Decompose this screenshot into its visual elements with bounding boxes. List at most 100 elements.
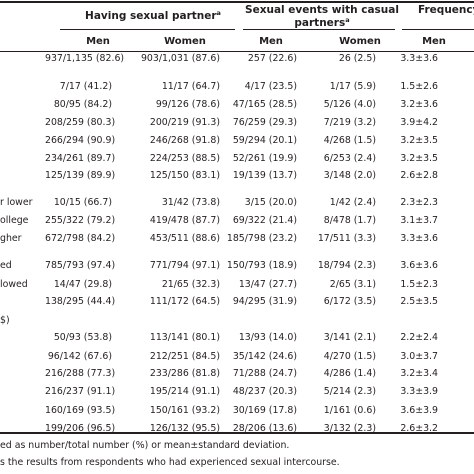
cell-casual-men: 185/798 (23.2) [226,233,297,244]
cell-frequency-men: 2.6±2.8 [400,170,438,181]
cell-frequency-men: 3.2±3.6 [400,99,438,110]
cell-having-women: 903/1,031 (87.6) [140,53,220,64]
cell-casual-women: 3/132 (2.3) [323,423,376,434]
row-label: ollege [0,215,29,226]
cell-casual-women: 1/161 (0.6) [323,405,376,416]
header-frequency: Frequency of [418,4,474,17]
footnote-1: ed as number/total number (%) or mean±st… [0,440,290,451]
cell-casual-women: 3/148 (2.0) [323,170,376,181]
cell-casual-women: 18/794 (2.3) [317,260,376,271]
cell-casual-men: 35/142 (24.6) [232,351,297,362]
cell-having-women: 246/268 (91.8) [149,135,220,146]
row-label: $) [0,315,10,326]
cell-having-men: 138/295 (44.4) [45,296,116,307]
header-casual-line2: partnersa [242,17,402,30]
cell-casual-women: 1/42 (2.4) [329,197,376,208]
cell-having-men: 80/95 (84.2) [53,99,112,110]
cell-frequency-men: 1.5±2.6 [400,81,438,92]
cell-having-men: 937/1,135 (82.6) [45,53,125,64]
row-label: gher [0,233,22,244]
cell-having-men: 50/93 (53.8) [53,332,112,343]
header-having-partner: Having sexual partnera [58,10,248,23]
cell-frequency-men: 3.6±3.9 [400,405,438,416]
cell-casual-men: 71/288 (24.7) [232,368,297,379]
cell-having-women: 224/253 (88.5) [149,153,220,164]
cell-frequency-men: 3.3±3.6 [400,233,438,244]
cell-having-men: 208/259 (80.3) [45,117,116,128]
cell-having-women: 126/132 (95.5) [149,423,220,434]
cell-casual-women: 5/126 (4.0) [323,99,376,110]
table-bottom-rule [0,432,474,434]
cell-having-men: 255/322 (79.2) [45,215,116,226]
header-casual-line2-text: partners [294,17,346,29]
cell-frequency-men: 3.2±3.5 [400,153,438,164]
cell-casual-men: 19/139 (13.7) [232,170,297,181]
cell-having-men: 216/237 (91.1) [45,386,116,397]
cell-frequency-men: 3.1±3.7 [400,215,438,226]
subheader-men-2: Men [259,36,283,47]
cell-casual-women: 4/268 (1.5) [323,135,376,146]
cell-casual-men: 28/206 (13.6) [232,423,297,434]
cell-having-women: 419/478 (87.7) [149,215,220,226]
cell-casual-women: 4/286 (1.4) [323,368,376,379]
cell-casual-women: 2/65 (3.1) [329,279,376,290]
cell-having-women: 99/126 (78.6) [155,99,220,110]
header-frequency-text: Frequency of [418,4,474,16]
cell-frequency-men: 3.3±3.9 [400,386,438,397]
cell-having-men: 160/169 (93.5) [45,405,116,416]
cell-casual-women: 8/478 (1.7) [323,215,376,226]
cell-casual-women: 6/253 (2.4) [323,153,376,164]
cell-frequency-men: 3.2±3.5 [400,135,438,146]
cell-casual-men: 52/261 (19.9) [232,153,297,164]
cell-casual-women: 7/219 (3.2) [323,117,376,128]
cell-casual-men: 13/93 (14.0) [238,332,297,343]
cell-frequency-men: 1.5±2.3 [400,279,438,290]
row-label: r lower [0,197,33,208]
cell-casual-women: 3/141 (2.1) [323,332,376,343]
cell-having-women: 113/141 (80.1) [149,332,220,343]
cell-casual-men: 48/237 (20.3) [232,386,297,397]
cell-casual-women: 5/214 (2.3) [323,386,376,397]
group-rule-casual [243,29,395,30]
cell-having-men: 14/47 (29.8) [53,279,112,290]
header-bottom-rule [0,51,474,52]
subheader-men-3: Men [422,36,446,47]
row-label: ed [0,260,12,271]
cell-casual-men: 4/17 (23.5) [244,81,297,92]
cell-casual-women: 1/17 (5.9) [329,81,376,92]
cell-having-men: 10/15 (66.7) [53,197,112,208]
cell-having-men: 199/206 (96.5) [45,423,116,434]
cell-casual-women: 6/172 (3.5) [323,296,376,307]
cell-having-men: 266/294 (90.9) [45,135,116,146]
cell-having-men: 785/793 (97.4) [45,260,116,271]
cell-casual-men: 69/322 (21.4) [232,215,297,226]
cell-casual-men: 59/294 (20.1) [232,135,297,146]
subheader-men-1: Men [86,36,110,47]
cell-casual-men: 30/169 (17.8) [232,405,297,416]
cell-casual-men: 13/47 (27.7) [238,279,297,290]
header-casual-line1: Sexual events with casual [245,4,399,16]
group-rule-frequency [402,29,474,30]
cell-having-women: 11/17 (64.7) [161,81,220,92]
row-label: lowed [0,279,28,290]
cell-frequency-men: 2.3±2.3 [400,197,438,208]
cell-frequency-men: 3.6±3.6 [400,260,438,271]
cell-having-women: 195/214 (91.1) [149,386,220,397]
cell-frequency-men: 3.0±3.7 [400,351,438,362]
cell-having-men: 125/139 (89.9) [45,170,116,181]
cell-having-women: 233/286 (81.8) [149,368,220,379]
footnote-2: s the results from respondents who had e… [0,457,340,468]
group-rule-having-partner [60,29,235,30]
cell-casual-women: 4/270 (1.5) [323,351,376,362]
cell-frequency-men: 3.9±4.2 [400,117,438,128]
cell-having-women: 453/511 (88.6) [149,233,220,244]
subheader-women-1: Women [164,36,206,47]
cell-having-women: 150/161 (93.2) [149,405,220,416]
cell-casual-men: 257 (22.6) [247,53,297,64]
cell-frequency-men: 3.2±3.4 [400,368,438,379]
cell-having-women: 771/794 (97.1) [149,260,220,271]
cell-having-women: 21/65 (32.3) [161,279,220,290]
cell-having-women: 111/172 (64.5) [149,296,220,307]
cell-casual-women: 26 (2.5) [338,53,376,64]
